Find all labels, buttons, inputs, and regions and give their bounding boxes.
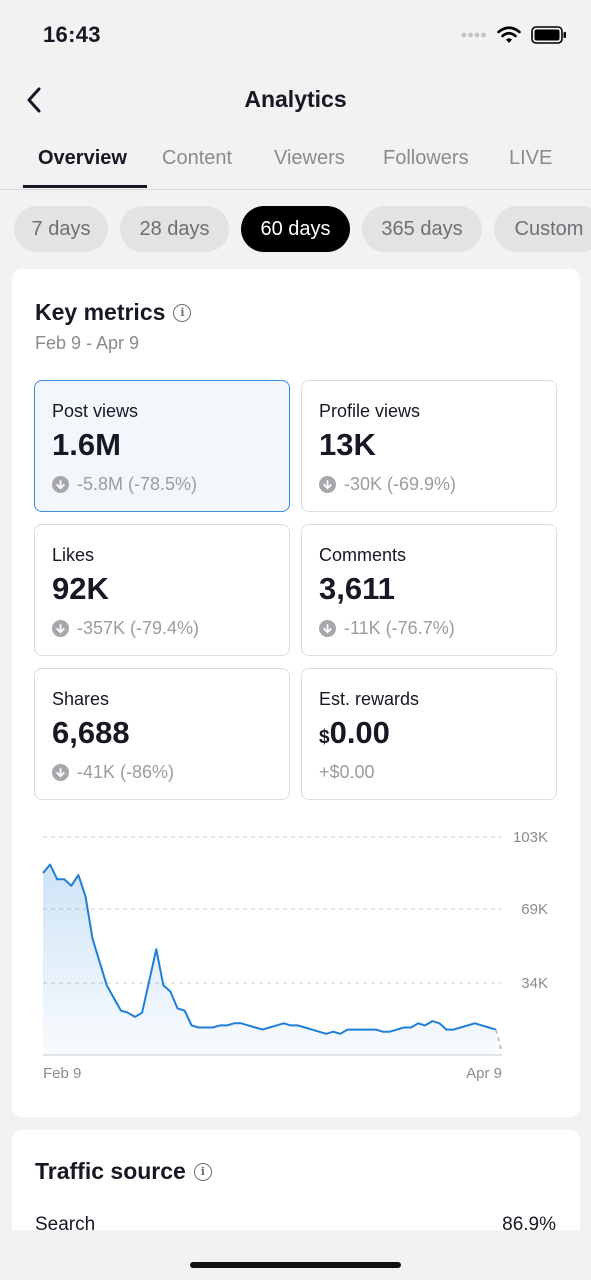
range-chip-28-days[interactable]: 28 days (120, 206, 229, 252)
series-pending-tail (495, 1029, 503, 1054)
metric-card-est-rewards[interactable]: Est. rewards $0.00 +$0.00 (301, 668, 557, 800)
range-chip-60-days[interactable]: 60 days (241, 206, 350, 252)
metric-label: Likes (52, 545, 95, 565)
range-chip-custom[interactable]: Custom (494, 206, 591, 252)
info-icon[interactable]: i (173, 303, 192, 322)
tab-viewers[interactable]: Viewers (274, 147, 345, 169)
metric-delta: -41K (-86%) (52, 762, 174, 783)
tab-overview[interactable]: Overview (38, 147, 127, 169)
metric-label: Post views (52, 401, 139, 421)
date-range-selector: 7 days 28 days 60 days 365 days Custom (0, 206, 591, 254)
battery-icon (531, 26, 566, 44)
traffic-source-title: Traffic source (35, 1158, 186, 1184)
traffic-source-heading: Traffic source i (35, 1158, 212, 1185)
metric-delta: -30K (-69.9%) (319, 474, 456, 495)
metric-delta-text: +$0.00 (319, 762, 375, 782)
post-views-chart[interactable]: 103K 69K 34K Feb 9 Apr 9 (12, 817, 580, 1097)
currency-symbol: $ (319, 727, 330, 748)
page-title: Analytics (244, 86, 347, 112)
metric-delta-text: -30K (-69.9%) (344, 474, 457, 494)
metric-delta: -357K (-79.4%) (52, 618, 199, 639)
metric-card-shares[interactable]: Shares 6,688 -41K (-86%) (34, 668, 290, 800)
metric-label: Shares (52, 689, 110, 709)
chart-svg: 103K 69K 34K Feb 9 Apr 9 (42, 829, 548, 1082)
date-range-label: Feb 9 - Apr 9 (35, 333, 140, 353)
x-tick-start: Feb 9 (43, 1065, 81, 1082)
metric-value: 92K (52, 571, 109, 606)
metric-delta: -11K (-76.7%) (319, 618, 455, 639)
metric-delta-text: -41K (-86%) (77, 762, 175, 782)
y-tick-label: 69K (521, 901, 548, 918)
series-line (42, 863, 497, 1035)
metric-delta: +$0.00 (319, 762, 375, 783)
x-tick-end: Apr 9 (466, 1065, 502, 1082)
key-metrics-heading: Key metrics i (35, 299, 192, 326)
metric-delta-text: -5.8M (-78.5%) (77, 474, 198, 494)
tab-bar: Overview Content Viewers Followers LIVE (0, 138, 591, 190)
metric-card-comments[interactable]: Comments 3,611 -11K (-76.7%) (301, 524, 557, 656)
metric-value-number: 0.00 (329, 715, 390, 750)
key-metrics-card: Key metrics i Feb 9 - Apr 9 Post views 1… (12, 269, 580, 1117)
y-tick-label: 103K (513, 829, 548, 846)
metric-card-profile-views[interactable]: Profile views 13K -30K (-69.9%) (301, 380, 557, 512)
metric-value: 1.6M (52, 427, 121, 462)
info-icon[interactable]: i (193, 1162, 212, 1181)
home-indicator (190, 1262, 401, 1268)
tab-active-indicator (23, 185, 147, 188)
traffic-source-card: Traffic source i Search 86.9% (12, 1130, 580, 1230)
arrow-down-icon (319, 476, 336, 493)
status-time: 16:43 (43, 22, 101, 47)
back-button[interactable] (16, 82, 52, 118)
status-bar: 16:43 (0, 0, 591, 70)
metric-value: 6,688 (52, 715, 130, 750)
key-metrics-title: Key metrics (35, 299, 166, 325)
tab-content[interactable]: Content (162, 147, 233, 169)
metric-value: 13K (319, 427, 376, 462)
tab-followers[interactable]: Followers (383, 147, 469, 169)
chevron-left-icon (27, 87, 41, 113)
arrow-down-icon (52, 764, 69, 781)
metric-delta-text: -357K (-79.4%) (77, 618, 200, 638)
metric-label: Est. rewards (319, 689, 420, 709)
signal-icon (461, 32, 486, 38)
metric-delta-text: -11K (-76.7%) (344, 618, 455, 638)
range-chip-7-days[interactable]: 7 days (14, 206, 108, 252)
metric-card-likes[interactable]: Likes 92K -357K (-79.4%) (34, 524, 290, 656)
tab-live[interactable]: LIVE (509, 147, 553, 169)
y-tick-label: 34K (521, 975, 548, 992)
wifi-icon (497, 26, 521, 43)
metric-value: $0.00 (319, 715, 390, 751)
metric-label: Comments (319, 545, 407, 565)
series-area (43, 864, 496, 1055)
traffic-source-percent: 86.9% (502, 1214, 556, 1230)
arrow-down-icon (52, 476, 69, 493)
traffic-source-name: Search (35, 1214, 96, 1230)
arrow-down-icon (52, 620, 69, 637)
metric-label: Profile views (319, 401, 421, 421)
nav-bar: Analytics (0, 72, 591, 128)
status-icons (461, 26, 567, 44)
metric-card-post-views[interactable]: Post views 1.6M -5.8M (-78.5%) (34, 380, 290, 512)
metric-delta: -5.8M (-78.5%) (52, 474, 197, 495)
metric-value: 3,611 (319, 571, 395, 606)
range-chip-365-days[interactable]: 365 days (362, 206, 482, 252)
arrow-down-icon (319, 620, 336, 637)
